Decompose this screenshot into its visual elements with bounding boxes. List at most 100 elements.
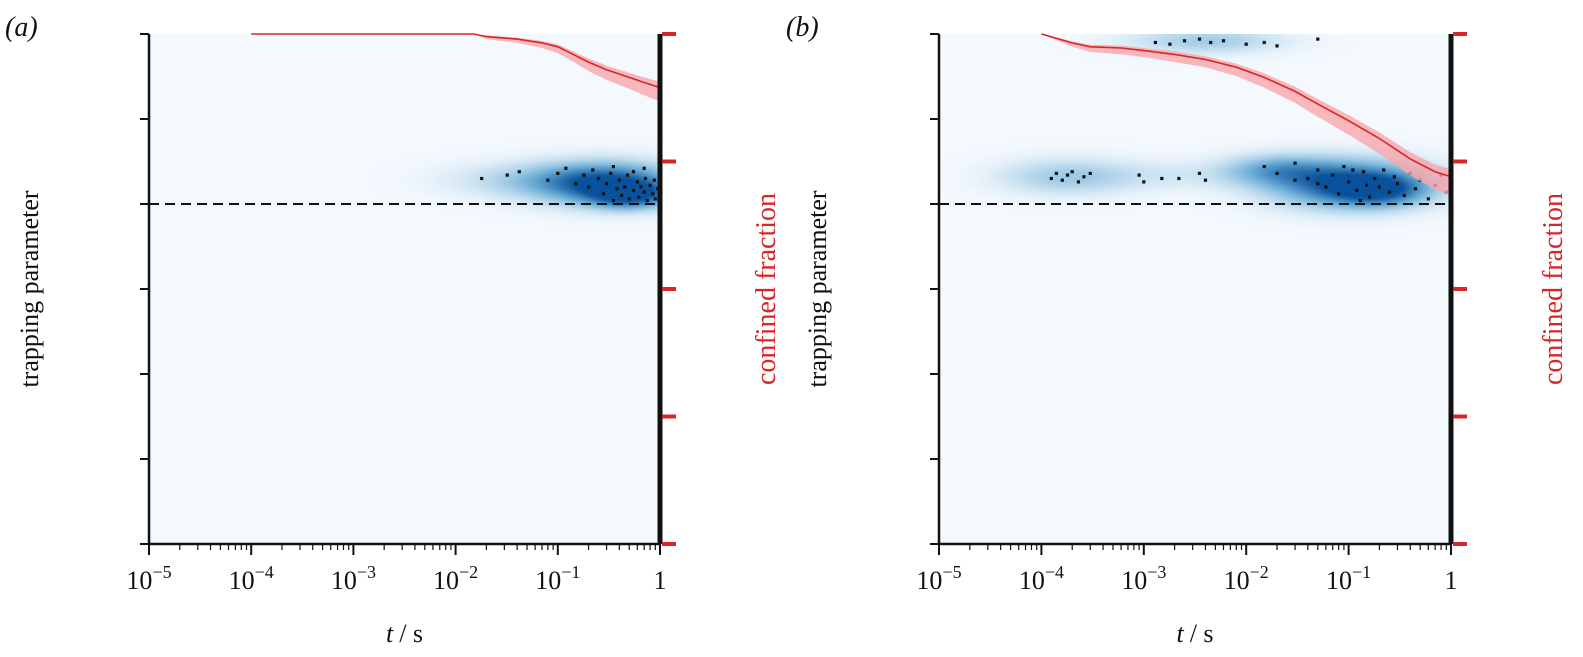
data-point: [648, 183, 652, 187]
x-tick-base: 10: [535, 566, 561, 595]
data-point: [615, 187, 619, 191]
data-point: [1382, 168, 1386, 172]
x-axis-variable: t: [1176, 619, 1184, 648]
data-point: [645, 199, 649, 203]
data-point: [1142, 180, 1146, 184]
data-point: [1373, 176, 1377, 181]
data-point: [1065, 173, 1070, 177]
data-point: [1324, 185, 1328, 189]
data-point: [1413, 187, 1418, 191]
x-tick-base: 10: [1121, 566, 1147, 595]
x-tick-base: 1: [1445, 566, 1458, 595]
data-point: [1387, 190, 1391, 194]
data-point: [1351, 168, 1355, 172]
x-tick-label: 10−3: [331, 562, 376, 595]
x-tick-label: 10−4: [1019, 562, 1064, 595]
data-point: [1137, 173, 1141, 177]
data-point: [1402, 193, 1406, 198]
data-point: [601, 192, 606, 196]
data-point: [1049, 176, 1053, 181]
data-point: [1342, 165, 1346, 169]
x-tick-base: 10: [229, 566, 255, 595]
data-point: [517, 170, 521, 174]
data-point: [653, 197, 657, 201]
x-tick-base: 10: [916, 566, 942, 595]
data-point: [1153, 40, 1158, 45]
x-tick-exponent: −1: [1352, 562, 1371, 582]
data-point: [1070, 170, 1074, 174]
data-point: [642, 166, 646, 170]
data-point: [635, 180, 639, 184]
x-tick-exponent: −4: [255, 562, 274, 582]
data-point: [631, 170, 636, 174]
data-point: [631, 188, 636, 192]
data-point: [505, 173, 509, 177]
data-point: [1160, 176, 1164, 181]
data-point: [1177, 176, 1181, 181]
data-point: [611, 199, 616, 203]
x-axis-label: t / s: [1176, 619, 1213, 648]
data-point: [1244, 42, 1248, 46]
data-point: [609, 171, 613, 175]
data-point: [619, 193, 624, 198]
density-heatmap: [149, 34, 660, 544]
data-point: [625, 173, 630, 177]
scatter-points: [480, 165, 660, 203]
data-point: [1306, 176, 1310, 181]
data-point: [1203, 178, 1208, 182]
x-tick-exponent: −2: [459, 562, 478, 582]
data-point: [556, 171, 560, 175]
data-point: [627, 197, 631, 201]
data-point: [652, 178, 656, 182]
data-point: [546, 178, 550, 182]
x-axis-variable: t: [386, 619, 394, 648]
data-point: [1088, 171, 1092, 175]
x-tick-label: 10−5: [126, 562, 171, 595]
data-point: [1377, 185, 1382, 189]
x-tick-base: 10: [1224, 566, 1250, 595]
data-point: [611, 165, 616, 169]
x-axis-unit: / s: [1190, 619, 1214, 648]
data-point: [480, 176, 484, 181]
data-point: [574, 182, 578, 186]
data-point: [1337, 192, 1341, 196]
data-point: [1262, 165, 1266, 169]
data-point: [1355, 188, 1359, 192]
data-point: [1221, 39, 1226, 43]
x-tick-base: 10: [126, 566, 152, 595]
x-tick-base: 10: [433, 566, 459, 595]
data-point: [596, 176, 601, 181]
x-tick-label: 10−1: [1326, 562, 1371, 595]
data-point: [1168, 42, 1172, 46]
data-point: [643, 176, 648, 181]
data-point: [564, 166, 568, 170]
x-tick-exponent: −1: [561, 562, 580, 582]
x-tick-label: 10−2: [1224, 562, 1269, 595]
data-point: [1361, 170, 1366, 174]
x-tick-base: 10: [1019, 566, 1045, 595]
data-point: [1275, 171, 1279, 175]
data-point: [1367, 195, 1372, 199]
data-point: [1209, 40, 1213, 45]
x-tick-exponent: −2: [1250, 562, 1269, 582]
x-tick-label: 1: [1445, 566, 1458, 595]
x-axis-unit: / s: [399, 619, 423, 648]
x-tick-label: 10−4: [229, 562, 274, 595]
data-point: [651, 192, 655, 196]
data-point: [586, 185, 591, 189]
data-point: [1316, 182, 1320, 186]
data-point: [1392, 175, 1396, 179]
data-point: [1293, 178, 1297, 182]
x-tick-label: 10−1: [535, 562, 580, 595]
data-point: [1275, 44, 1279, 48]
x-tick-exponent: −4: [1045, 562, 1064, 582]
data-point: [1197, 37, 1202, 41]
x-tick-exponent: −3: [1147, 562, 1166, 582]
data-point: [622, 185, 627, 189]
confined-fraction-line: [251, 33, 661, 89]
x-tick-exponent: −3: [357, 562, 376, 582]
data-point: [1076, 180, 1081, 184]
data-point: [617, 178, 621, 182]
